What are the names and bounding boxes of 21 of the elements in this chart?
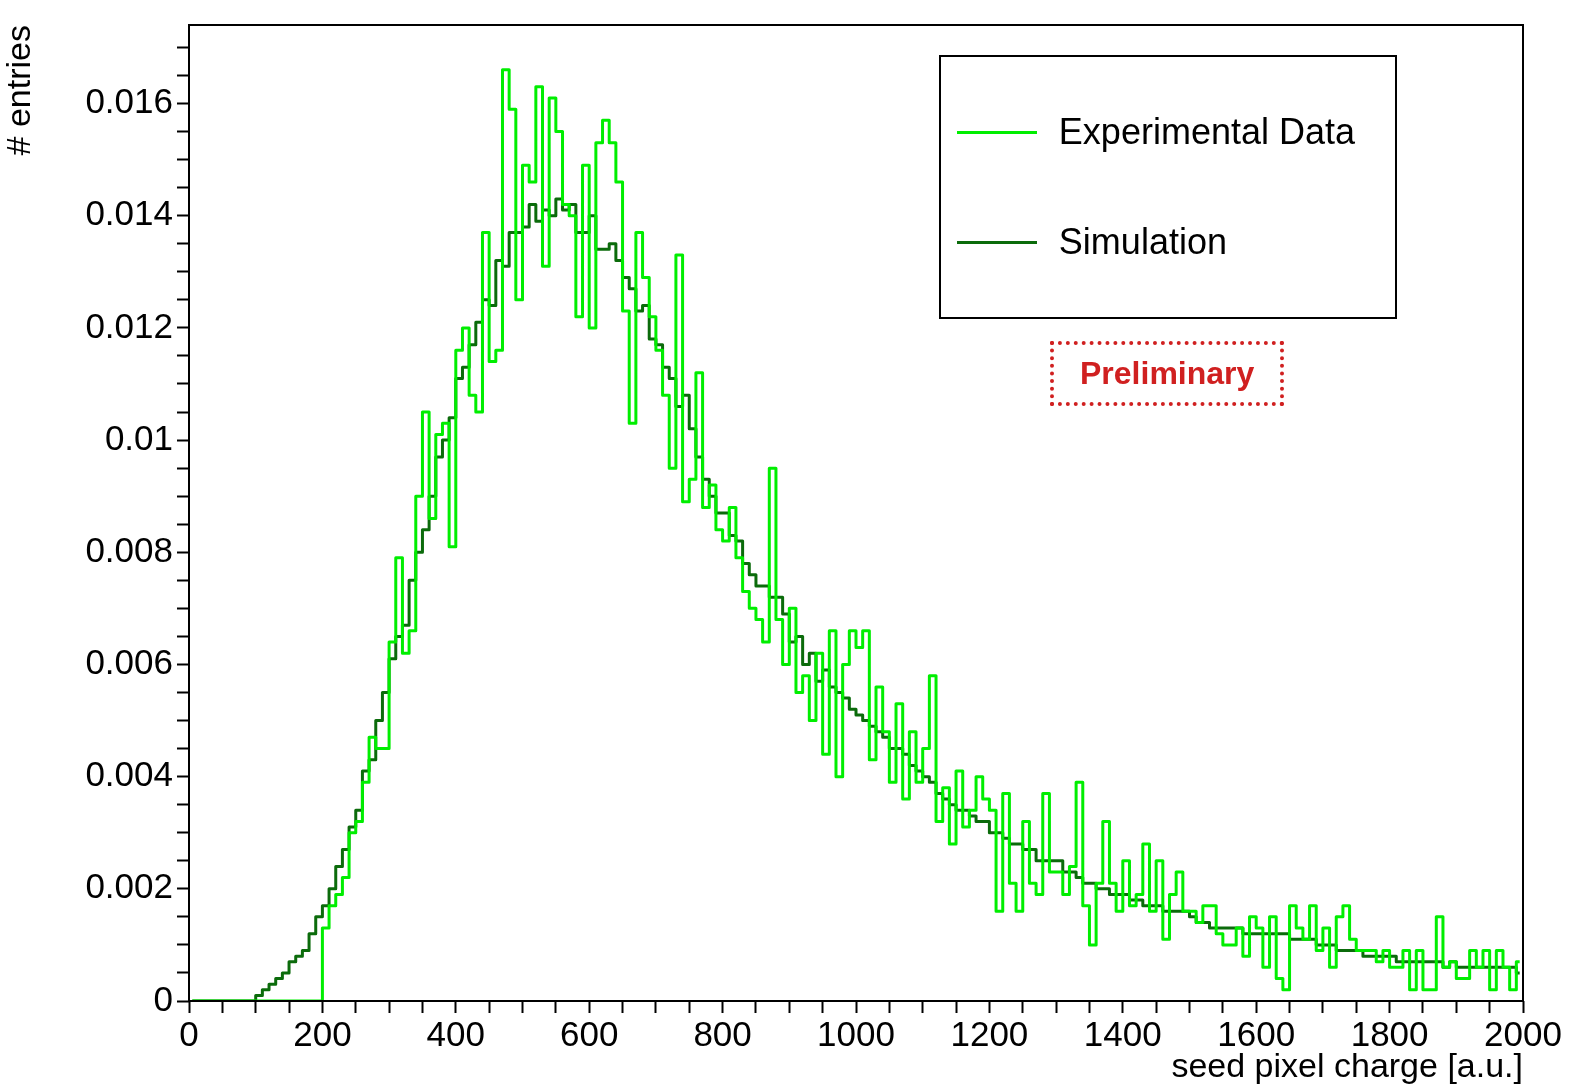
y-tick-label: 0 [153, 978, 173, 1018]
y-tick-label: 0.01 [104, 417, 173, 457]
y-axis-title: # entries [0, 25, 37, 156]
x-tick-label: 600 [560, 1013, 619, 1053]
y-tick-label: 0.006 [85, 642, 173, 682]
legend-label: Simulation [1058, 221, 1227, 263]
legend-label: Experimental Data [1058, 111, 1355, 153]
x-tick-label: 400 [426, 1013, 485, 1053]
annotation: Preliminary [1050, 341, 1285, 406]
y-tick-label: 0.002 [85, 866, 173, 906]
x-tick-label: 1400 [1083, 1013, 1162, 1053]
x-tick-label: 800 [693, 1013, 752, 1053]
y-tick-label: 0.014 [85, 193, 173, 233]
x-tick-label: 200 [293, 1013, 352, 1053]
x-tick-label: 1000 [817, 1013, 895, 1053]
x-tick-label: 0 [179, 1013, 199, 1053]
y-tick-label: 0.008 [85, 529, 173, 569]
x-tick-label: 1200 [950, 1013, 1029, 1053]
y-tick-label: 0.012 [85, 305, 173, 345]
y-tick-label: 0.004 [85, 754, 173, 794]
y-tick-label: 0.016 [85, 81, 173, 121]
